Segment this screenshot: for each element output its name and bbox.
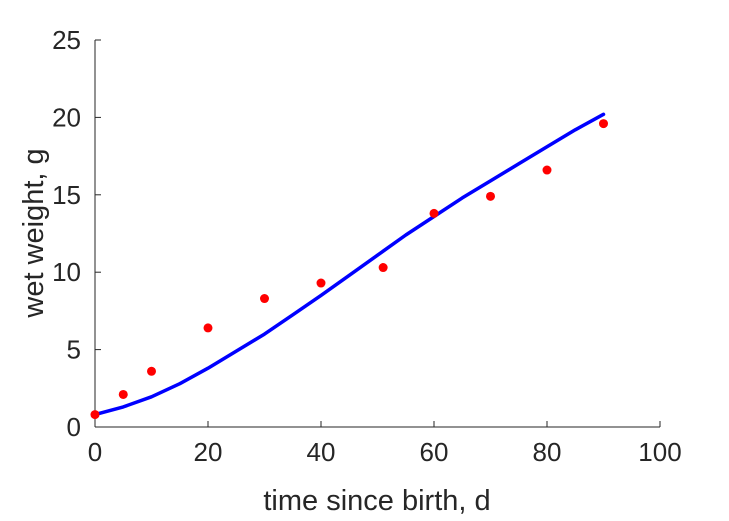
x-tick-label: 20 [194,437,223,467]
x-tick-label: 60 [420,437,449,467]
data-points-layer [90,119,608,420]
y-tick-label: 20 [52,102,81,132]
fit-curve-line [93,112,606,417]
data-point [429,208,439,218]
data-point [118,389,128,399]
data-point [486,191,495,201]
y-tick-label: 25 [52,25,81,55]
ticks: 0 20 40 60 80 100 0 5 10 15 20 25 [52,25,682,467]
data-point [542,165,552,175]
data-point [260,294,269,304]
y-tick-label: 0 [67,412,81,442]
x-axis-label: time since birth, d [263,485,490,517]
axes [94,40,660,428]
x-tick-label: 0 [88,437,102,467]
data-point [90,410,100,420]
data-point [203,323,213,333]
y-axis-label: wet weight, g [18,148,50,318]
y-tick-label: 15 [52,180,81,210]
x-tick-label: 80 [533,437,562,467]
x-tick-label: 100 [638,437,681,467]
data-point [378,263,388,273]
y-tick-label: 5 [67,335,81,365]
data-point [599,119,608,129]
x-tick-label: 40 [307,437,336,467]
fit-curve-layer [93,112,606,417]
data-point [147,366,156,376]
y-tick-label: 10 [52,257,81,287]
data-point [316,278,326,288]
